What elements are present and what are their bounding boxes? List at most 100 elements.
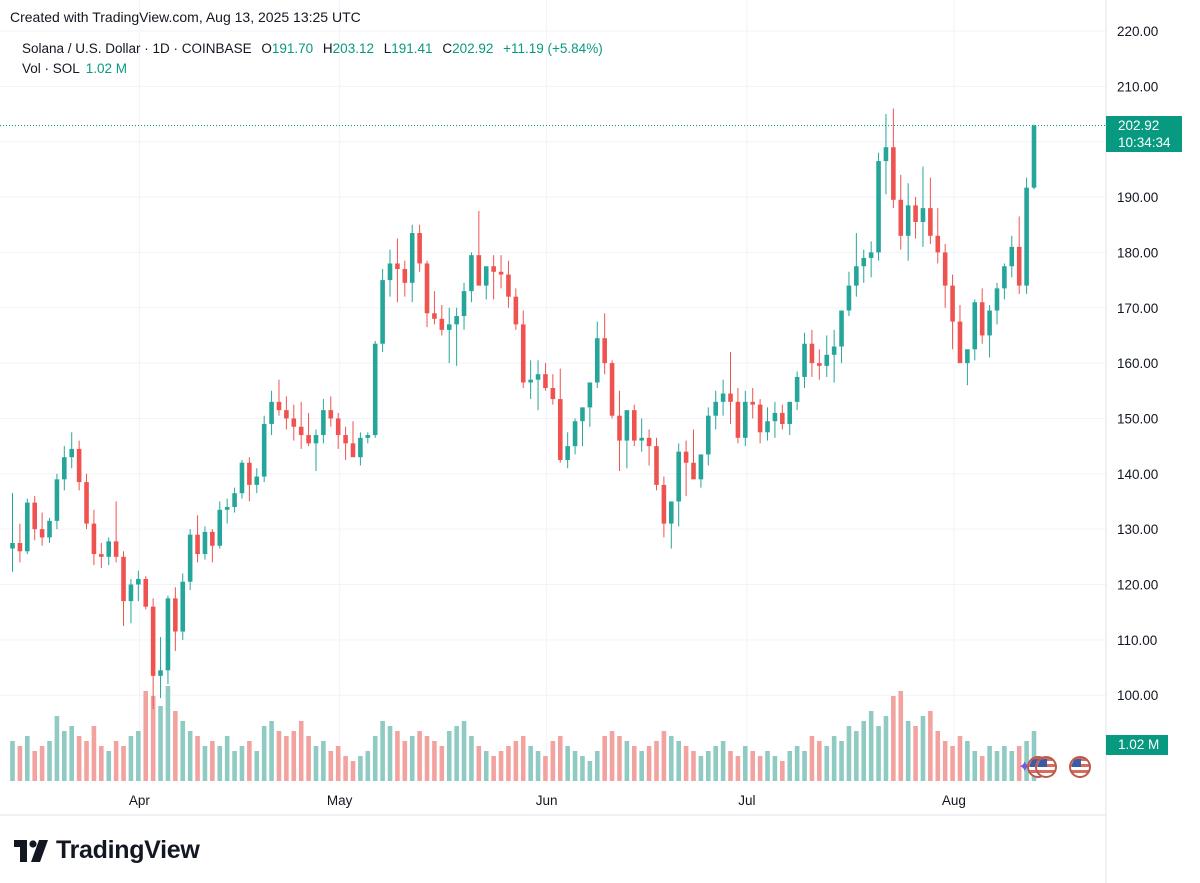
volume-bar: [372, 736, 378, 781]
volume-bar: [979, 756, 985, 781]
volume-bar: [787, 751, 793, 781]
candle: [365, 432, 371, 444]
volume-bar: [165, 686, 171, 781]
candle-body: [121, 556, 126, 602]
y-tick-label: 190.00: [1117, 190, 1158, 205]
candle: [47, 518, 52, 543]
x-tick-label: Apr: [129, 793, 151, 808]
candle: [942, 244, 948, 308]
symbol-title[interactable]: Solana / U.S. Dollar · 1D · COINBASE: [22, 41, 252, 56]
volume-bar: [572, 751, 578, 781]
tradingview-logo[interactable]: TradingView: [14, 836, 200, 865]
candle-body: [395, 263, 400, 270]
candle-body: [217, 509, 223, 546]
volume-bar: [187, 731, 193, 781]
candle-body: [824, 354, 830, 366]
y-tick-label: 100.00: [1117, 688, 1158, 703]
low-label: L: [383, 41, 392, 56]
candle: [17, 523, 23, 563]
candle: [883, 114, 889, 195]
candle: [676, 443, 681, 527]
candle-body: [372, 343, 378, 436]
candle-body: [513, 296, 519, 325]
candle: [350, 421, 356, 458]
candle: [217, 501, 223, 549]
candle: [321, 399, 326, 444]
volume-bar: [646, 746, 652, 781]
volume-bar: [195, 736, 200, 781]
volume-bar: [957, 736, 963, 781]
candle-body: [469, 255, 474, 292]
candle-body: [150, 606, 156, 676]
candle-body: [617, 415, 622, 441]
price-axis[interactable]: 220.00210.00200.00190.00180.00170.00160.…: [1117, 24, 1158, 703]
candle: [358, 432, 363, 466]
us-flag-icon[interactable]: [1035, 756, 1058, 778]
time-axis[interactable]: Apr May Jun Jul Aug: [129, 793, 966, 808]
volume-bar: [965, 741, 970, 781]
volume-bar: [750, 751, 756, 781]
us-flag-icon[interactable]: [1069, 756, 1092, 778]
candle: [876, 152, 881, 261]
candle: [557, 368, 563, 463]
candle-body: [1002, 266, 1007, 289]
candle: [432, 291, 437, 325]
candle-body: [76, 448, 82, 483]
candle-body: [365, 435, 371, 438]
candle-body: [817, 363, 822, 366]
volume-bar: [358, 756, 363, 781]
candle: [202, 526, 208, 560]
candle: [787, 401, 793, 436]
volume-bar: [10, 741, 15, 781]
candle: [180, 573, 186, 640]
volume-bar: [69, 726, 75, 781]
events-markers[interactable]: ✦: [1018, 756, 1092, 778]
candle-body: [454, 316, 459, 325]
candle: [713, 390, 719, 430]
volume-bar: [757, 756, 763, 781]
candle-body: [350, 443, 356, 458]
candle: [846, 271, 852, 317]
candle: [343, 426, 348, 460]
volume-bar: [898, 691, 904, 781]
volume-bar: [84, 741, 89, 781]
volume-bar: [846, 726, 852, 781]
candle: [284, 396, 289, 430]
volume-bar: [47, 741, 52, 781]
volume-bar: [891, 696, 896, 781]
volume-bar: [905, 721, 911, 781]
candle-body: [706, 415, 711, 455]
candle-body: [158, 670, 163, 676]
volume-legend: Vol · SOL 1.02 M: [22, 61, 127, 76]
candle: [276, 379, 282, 416]
candle-body: [876, 161, 881, 253]
candle: [291, 404, 297, 441]
candle-body: [713, 401, 719, 416]
volume-bar: [698, 756, 704, 781]
candle-body: [202, 531, 208, 555]
candle-body: [787, 401, 793, 424]
candle: [402, 260, 408, 297]
candle-body: [335, 418, 341, 436]
volume-bar: [402, 741, 408, 781]
candle-body: [972, 302, 978, 350]
candle: [62, 446, 67, 491]
candle: [624, 410, 630, 469]
volume-bar: [121, 746, 126, 781]
candle: [91, 509, 97, 566]
candle: [380, 269, 385, 353]
symbol-legend: Solana / U.S. Dollar · 1D · COINBASE O19…: [22, 41, 603, 56]
candle: [1031, 124, 1037, 190]
candle: [861, 249, 867, 283]
candle-body: [498, 271, 504, 275]
candle: [609, 360, 615, 419]
candle-body: [572, 421, 578, 447]
candle-body: [476, 255, 482, 286]
candle: [39, 512, 45, 546]
candle: [743, 390, 748, 447]
candle: [839, 310, 844, 364]
volume-label[interactable]: Vol · SOL: [22, 61, 80, 76]
candle-body: [1024, 187, 1029, 286]
volume-bar: [535, 751, 541, 781]
